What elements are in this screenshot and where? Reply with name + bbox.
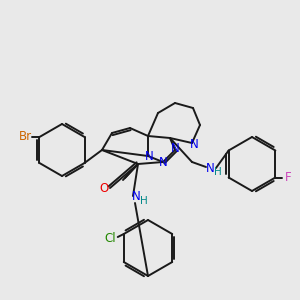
Text: N: N	[132, 190, 140, 203]
Text: Cl: Cl	[104, 232, 116, 245]
Text: H: H	[214, 167, 222, 177]
Text: F: F	[285, 171, 292, 184]
Text: N: N	[145, 151, 153, 164]
Text: N: N	[171, 142, 179, 155]
Text: O: O	[99, 182, 109, 194]
Text: Br: Br	[19, 130, 32, 143]
Text: N: N	[206, 163, 214, 176]
Text: N: N	[190, 137, 198, 151]
Text: H: H	[140, 196, 148, 206]
Text: N: N	[159, 157, 167, 169]
